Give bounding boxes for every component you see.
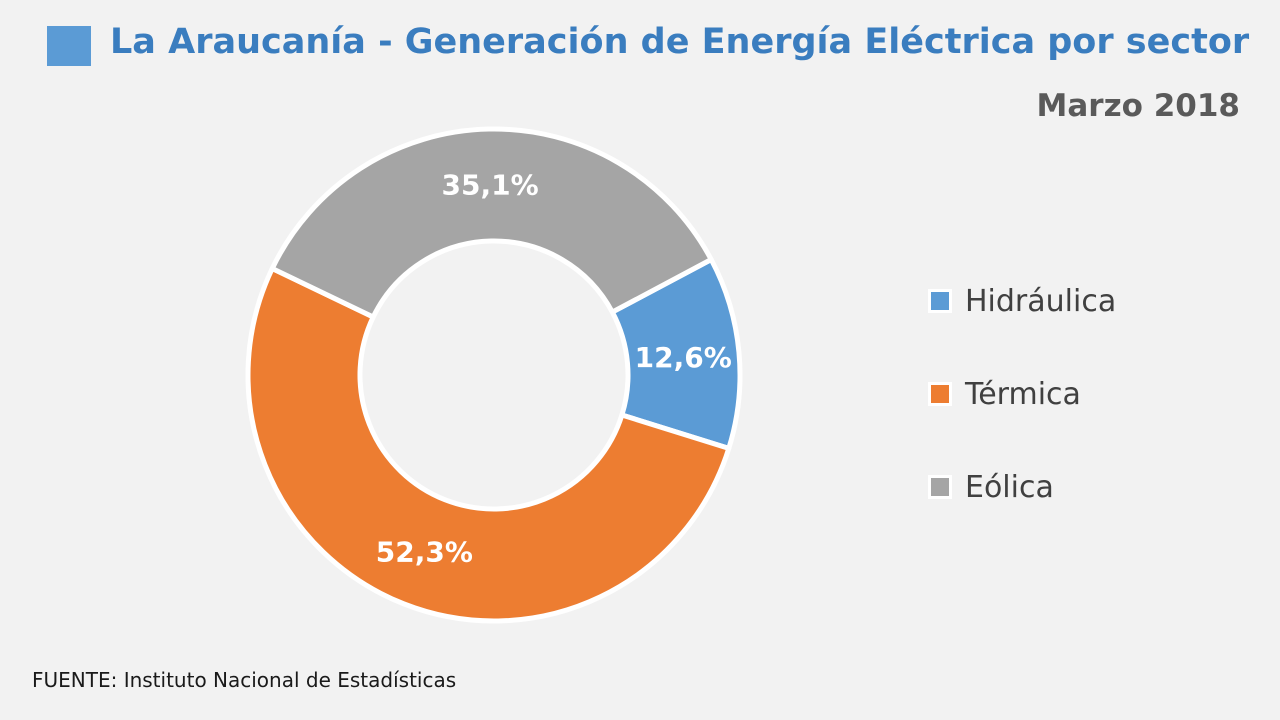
- legend-label-hidraulica: Hidráulica: [965, 283, 1117, 319]
- chart-subtitle: Marzo 2018: [1036, 88, 1240, 124]
- legend-item-eolica: Eólica: [928, 464, 1116, 510]
- legend-item-hidraulica: Hidráulica: [928, 278, 1116, 324]
- legend-swatch-termica: [928, 382, 952, 406]
- slice-termica: [245, 266, 732, 624]
- chart-title: La Araucanía - Generación de Energía Elé…: [110, 22, 1250, 62]
- data-label-termica: 52,3%: [376, 535, 473, 568]
- data-label-eolica: 35,1%: [442, 169, 539, 202]
- data-label-hidraulica: 12,6%: [635, 341, 732, 374]
- legend: Hidráulica Térmica Eólica: [928, 278, 1116, 557]
- legend-item-termica: Térmica: [928, 371, 1116, 417]
- title-marker: [47, 26, 91, 66]
- legend-swatch-hidraulica: [928, 289, 952, 313]
- legend-swatch-eolica: [928, 475, 952, 499]
- source-note: FUENTE: Instituto Nacional de Estadístic…: [32, 668, 457, 692]
- slice-eolica: [269, 126, 714, 320]
- legend-label-termica: Térmica: [965, 376, 1081, 412]
- legend-label-eolica: Eólica: [965, 469, 1054, 505]
